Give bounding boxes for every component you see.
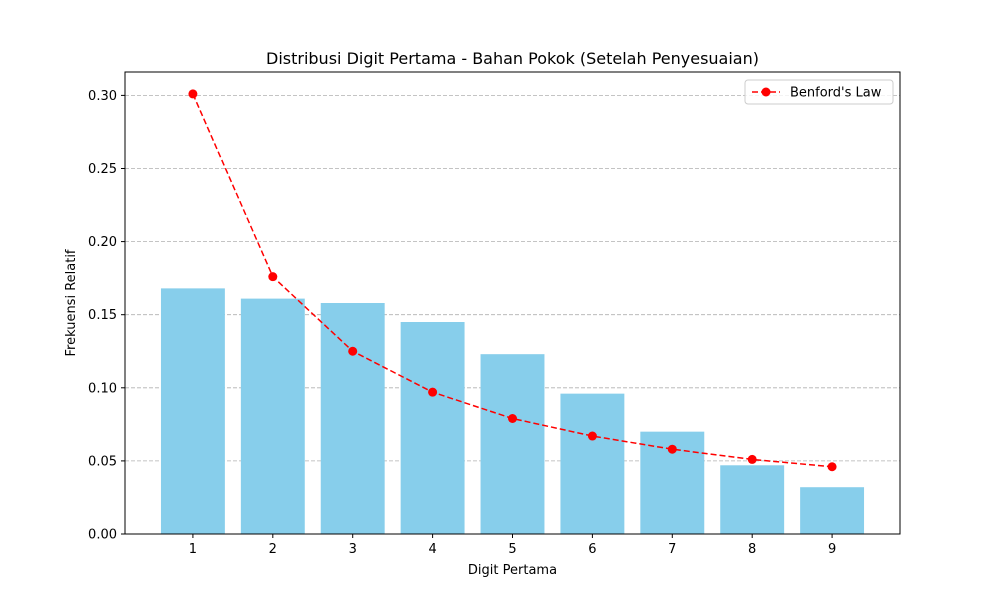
legend-label: Benford's Law: [790, 86, 882, 101]
chart-title: Distribusi Digit Pertama - Bahan Pokok (…: [266, 49, 759, 68]
bar-digit-8: [720, 465, 785, 534]
legend-box: [744, 79, 894, 105]
x-tick-label: 2: [269, 542, 277, 557]
y-tick-label: 0.20: [88, 235, 117, 250]
benford-point-digit-2: [268, 272, 278, 282]
benford-point-digit-9: [827, 462, 837, 472]
y-tick-label: 0.10: [88, 381, 117, 396]
bar-digit-6: [560, 393, 625, 534]
legend-marker-swatch: [761, 87, 771, 97]
bar-digit-3: [320, 303, 385, 534]
benford-point-digit-8: [747, 454, 757, 464]
benford-point-digit-5: [508, 414, 517, 423]
y-tick-label: 0.30: [88, 89, 117, 104]
x-axis-label: Digit Pertama: [468, 563, 557, 578]
y-tick-label: 0.00: [88, 528, 117, 543]
benford-line-series: [188, 89, 837, 472]
x-tick-label: 3: [349, 542, 357, 557]
y-axis-label: Frekuensi Relatif: [64, 249, 79, 356]
benford-point-digit-7: [667, 444, 677, 454]
y-tick-label: 0.05: [88, 454, 117, 469]
x-tick-label: 6: [588, 542, 596, 557]
x-tick-label: 8: [748, 542, 756, 557]
x-tick-label: 1: [189, 542, 197, 557]
x-tick-label: 7: [668, 542, 676, 557]
bar-digit-1: [160, 288, 225, 534]
benford-point-digit-1: [188, 89, 198, 99]
bar-digit-9: [800, 487, 865, 534]
bar-digit-2: [240, 298, 305, 534]
y-tick-label: 0.15: [88, 308, 117, 323]
bar-digit-5: [480, 354, 545, 534]
legend: Benford's Law: [744, 79, 894, 105]
y-tick-label: 0.25: [88, 162, 117, 177]
benford-point-digit-4: [428, 387, 438, 397]
x-tick-label: 9: [828, 542, 836, 557]
bar-digit-4: [400, 322, 465, 534]
x-axis-ticks: 1 2 3 4 5 6 7 8 9: [189, 534, 836, 557]
bar-series: [160, 288, 865, 534]
benford-point-digit-6: [587, 431, 597, 441]
x-tick-label: 4: [428, 542, 436, 557]
y-axis-ticks: 0.00 0.05 0.10 0.15 0.20 0.25 0.30: [88, 89, 125, 543]
x-tick-label: 5: [508, 542, 516, 557]
benford-point-digit-3: [348, 346, 358, 356]
